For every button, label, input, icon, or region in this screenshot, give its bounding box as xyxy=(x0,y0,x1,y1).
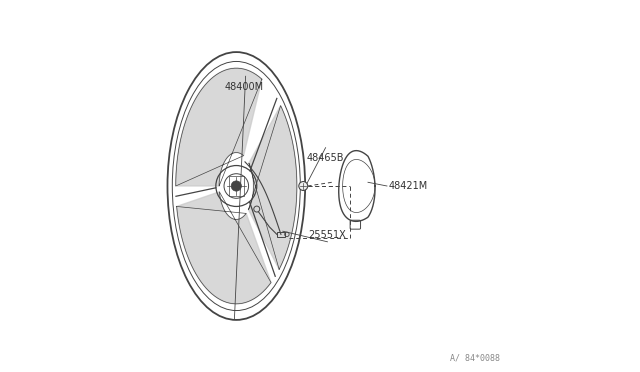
Text: 25551X: 25551X xyxy=(308,230,346,240)
Text: 48400M: 48400M xyxy=(224,82,263,92)
Bar xyxy=(229,176,244,196)
Circle shape xyxy=(231,181,241,191)
Text: 48465B: 48465B xyxy=(307,153,344,163)
Circle shape xyxy=(299,182,308,190)
Polygon shape xyxy=(248,106,297,269)
Text: 48421M: 48421M xyxy=(389,181,428,191)
Text: A/ 84*0088: A/ 84*0088 xyxy=(451,354,500,363)
Bar xyxy=(277,232,285,237)
Polygon shape xyxy=(176,68,262,186)
Polygon shape xyxy=(177,192,271,304)
